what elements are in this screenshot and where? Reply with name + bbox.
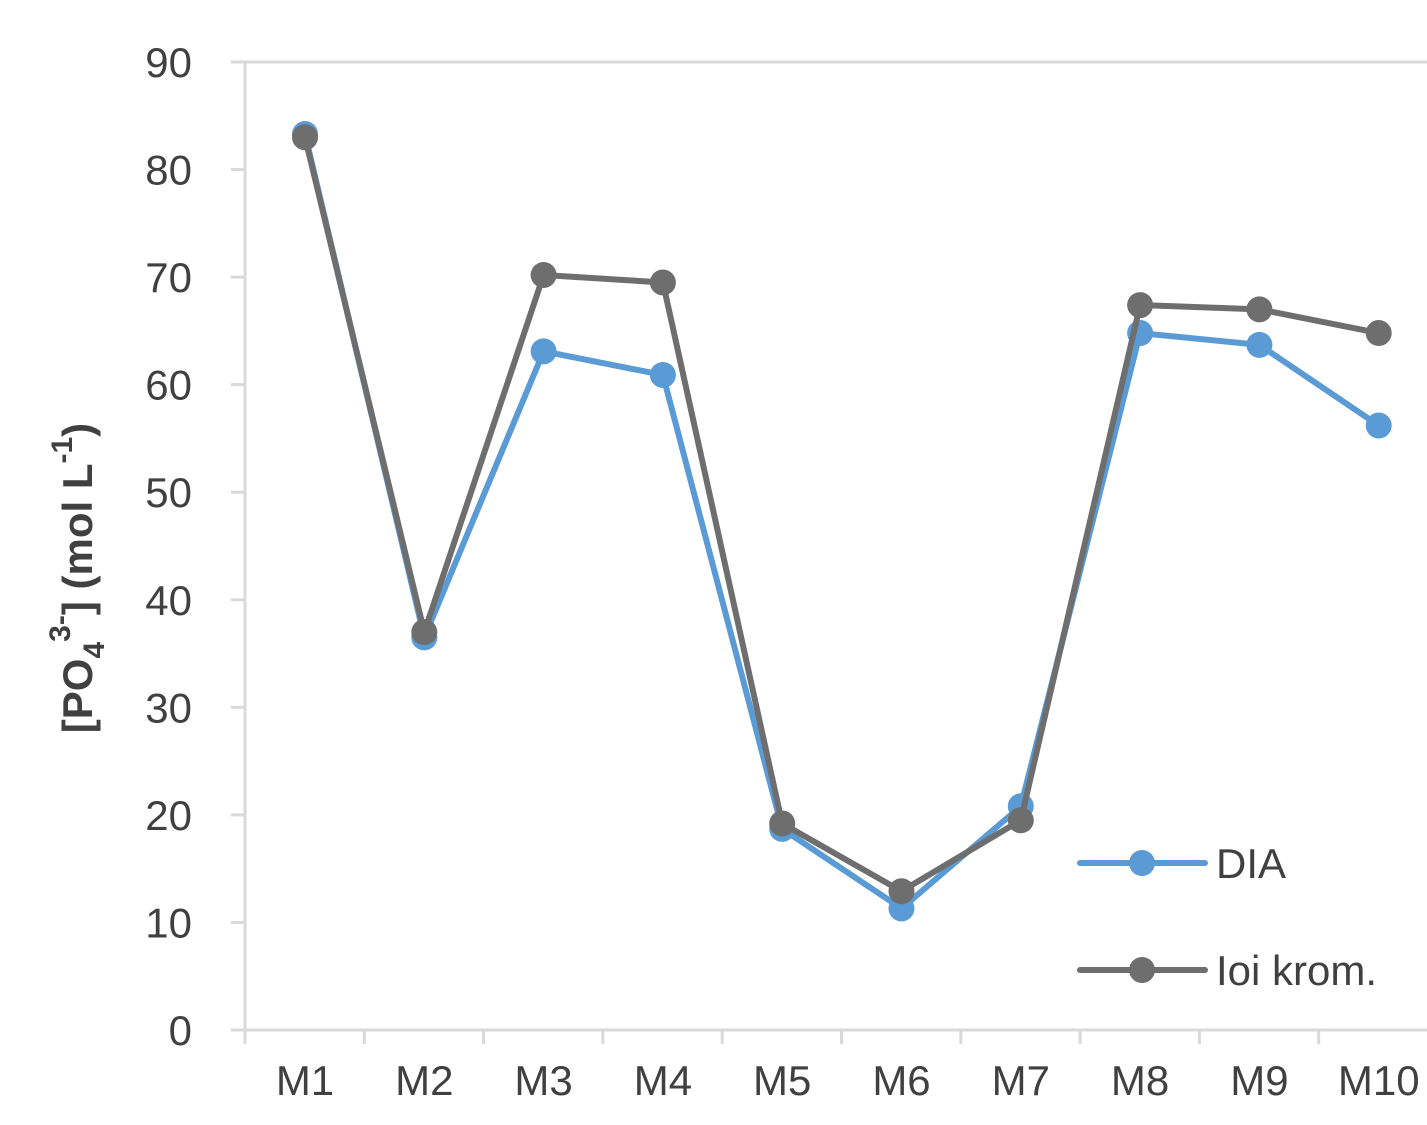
data-point: [411, 619, 438, 646]
data-point: [1007, 807, 1034, 834]
data-point: [649, 269, 676, 296]
y-tick-label: 60: [145, 362, 192, 409]
x-tick-label: M4: [634, 1057, 692, 1104]
y-axis-title: [PO43-] (mol L-1): [44, 423, 111, 733]
legend-marker-dia: [1129, 850, 1155, 876]
y-tick-label: 10: [145, 899, 192, 946]
legend-label-ioi-krom: Ioi krom.: [1216, 947, 1377, 994]
data-point: [1246, 296, 1273, 323]
x-tick-label: M6: [872, 1057, 930, 1104]
y-tick-label: 80: [145, 147, 192, 194]
series-0: [292, 121, 1392, 922]
y-tick-label: 40: [145, 577, 192, 624]
legend-item-dia: DIA: [1077, 840, 1286, 887]
data-point: [292, 124, 318, 151]
y-tick-labels: 0 10 20 30 40 50 60 70 80 90: [145, 39, 192, 1054]
x-tick-label: M7: [992, 1057, 1050, 1104]
data-point: [1365, 320, 1392, 347]
x-tick-label: M1: [276, 1057, 334, 1104]
data-point: [1365, 412, 1392, 439]
x-tick-label: M2: [395, 1057, 453, 1104]
x-tick-label: M5: [753, 1057, 811, 1104]
x-tick-label: M3: [514, 1057, 572, 1104]
x-tick-label: M10: [1338, 1057, 1420, 1104]
y-tick-label: 90: [145, 39, 192, 86]
series-line: [302, 131, 1382, 912]
y-tick-label: 30: [145, 684, 192, 731]
data-point: [649, 361, 676, 388]
series-layer: [292, 121, 1392, 922]
legend-item-ioi-krom: Ioi krom.: [1077, 947, 1377, 994]
data-point: [1246, 331, 1273, 358]
x-tick-label: M8: [1111, 1057, 1169, 1104]
y-tick-label: 0: [169, 1007, 192, 1054]
series-line: [302, 134, 1382, 895]
series-1: [292, 124, 1392, 905]
data-point: [530, 338, 557, 365]
y-tick-label: 50: [145, 469, 192, 516]
x-tick-label: M9: [1230, 1057, 1288, 1104]
legend: DIA Ioi krom.: [1077, 840, 1377, 994]
data-point: [1127, 292, 1154, 319]
y-tick-label: 70: [145, 254, 192, 301]
y-tick-label: 20: [145, 792, 192, 839]
data-point: [769, 810, 796, 837]
data-point: [888, 878, 915, 905]
legend-label-dia: DIA: [1216, 840, 1286, 887]
axes: [231, 60, 1427, 1044]
legend-marker-ioi-krom: [1129, 957, 1155, 983]
data-point: [530, 261, 557, 288]
x-tick-labels: M1 M2 M3 M4 M5 M6 M7 M8 M9 M10: [276, 1057, 1420, 1104]
